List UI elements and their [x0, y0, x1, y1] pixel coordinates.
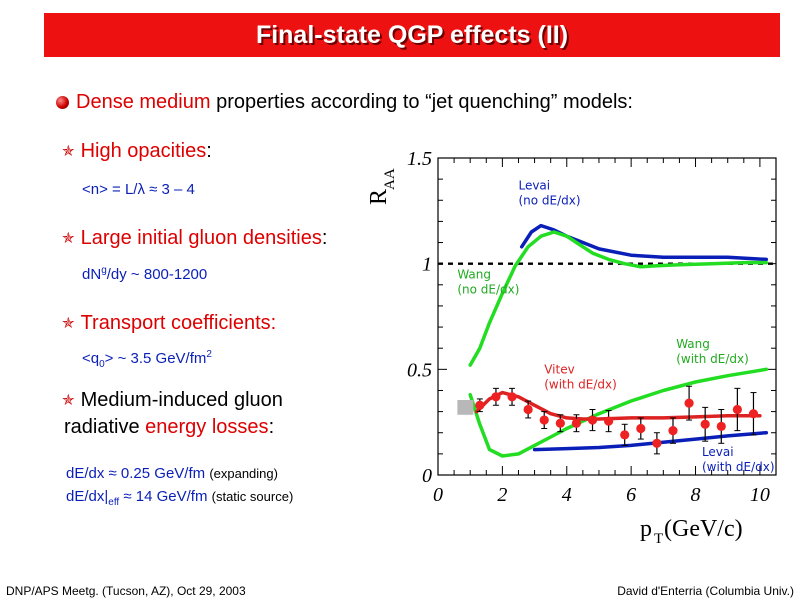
- data-point: [507, 392, 517, 402]
- detail-opacity: <n> = L/λ ≈ 3 – 4: [82, 181, 195, 198]
- data-point: [748, 409, 759, 419]
- x-tick-label: 4: [562, 484, 572, 506]
- item-high-opacities: ✯ High opacities:: [62, 140, 212, 163]
- main-bullet-highlight: Dense medium: [76, 91, 211, 113]
- item-highlight: energy losses: [145, 416, 269, 438]
- data-point: [652, 438, 662, 448]
- item-suffix: :: [206, 140, 212, 162]
- series-line-4: [532, 430, 769, 452]
- x-tick-label: 6: [626, 484, 636, 506]
- eloss-value: ≈ 14 GeV/fm: [119, 488, 208, 505]
- detail-text: <q: [82, 350, 100, 367]
- slide-title: Final-state QGP effects (II): [255, 20, 569, 49]
- data-point: [491, 392, 501, 402]
- bullet-ball-icon: [56, 96, 69, 109]
- data-point: [555, 418, 565, 428]
- y-axis-label-sub: AA: [382, 168, 398, 190]
- data-point: [475, 400, 485, 410]
- data-point: [620, 430, 630, 440]
- data-point: [523, 404, 533, 415]
- star-icon: ✯: [62, 315, 75, 332]
- item-label: Large initial gluon densities: [80, 227, 322, 249]
- y-tick-label: 0.5: [407, 359, 432, 381]
- detail-text-post: /dy ~ 800-1200: [106, 266, 208, 283]
- detail-text-mid: > ~ 3.5 GeV/fm: [104, 350, 207, 367]
- title-bar: Final-state QGP effects (II): [44, 13, 780, 57]
- main-bullet-rest: properties according to “jet quenching” …: [210, 91, 633, 113]
- data-point: [716, 421, 726, 431]
- footer-left: DNP/APS Meetg. (Tucson, AZ), Oct 29, 200…: [6, 584, 246, 598]
- x-axis-label-sub: T: [654, 531, 663, 547]
- data-point: [732, 404, 742, 415]
- data-point: [539, 415, 549, 425]
- item-energy-loss-line1: ✯ Medium-induced gluon: [62, 389, 283, 412]
- detail-transport: <q0> ~ 3.5 GeV/fm2: [82, 349, 212, 370]
- item-suffix: :: [321, 227, 328, 249]
- series-line-0: [519, 223, 769, 262]
- annotation-label: Levai: [702, 445, 734, 459]
- series-line-3: [474, 390, 762, 421]
- detail-sup: 2: [206, 349, 212, 360]
- y-tick-label: 1.5: [407, 148, 432, 170]
- x-tick-label: 0: [433, 484, 443, 506]
- annotation-label: Wang: [457, 267, 491, 281]
- x-tick-label: 2: [497, 484, 507, 506]
- x-tick-label: 10: [750, 484, 770, 506]
- systematic-box: [457, 399, 474, 415]
- annotation-label: Levai: [518, 179, 550, 193]
- star-icon: ✯: [62, 143, 75, 160]
- detail-sub: 0: [99, 359, 105, 370]
- item-transport: ✯ Transport coefficients:: [62, 312, 276, 335]
- detail-text: <n> = L/λ ≈ 3 – 4: [82, 181, 195, 198]
- eloss-note: (expanding): [209, 466, 278, 481]
- main-bullet-text: Dense medium properties according to “je…: [76, 91, 633, 114]
- x-tick-label: 8: [691, 484, 701, 506]
- y-tick-label: 0: [422, 465, 432, 487]
- detail-sup: g: [101, 265, 107, 276]
- plot-frame: [437, 157, 777, 476]
- data-point: [700, 419, 710, 429]
- y-axis-label: R: [366, 189, 392, 205]
- footer-right: David d'Enterria (Columbia Univ.): [617, 584, 794, 598]
- item-label: Transport coefficients:: [80, 312, 277, 334]
- annotation-label: (with dE/dx): [676, 352, 749, 366]
- eloss-value: dE/dx ≈ 0.25 GeV/fm: [66, 465, 206, 482]
- data-point: [636, 423, 646, 434]
- annotation-label: (with dE/dx): [544, 378, 617, 392]
- data-point: [684, 398, 694, 408]
- eloss-prefix: dE/dx|: [66, 488, 109, 505]
- annotation-label: Vitev: [544, 363, 574, 377]
- series-line-1: [468, 230, 769, 367]
- item-text: radiative: [64, 416, 146, 438]
- eloss-static: dE/dx|eff ≈ 14 GeV/fm (static source): [66, 488, 294, 508]
- y-tick-label: 1: [422, 254, 432, 276]
- item-label: High opacities: [80, 140, 207, 162]
- annotation-label: (with dE/dx): [702, 460, 775, 474]
- star-icon: ✯: [62, 230, 75, 247]
- annotation-label: Wang: [676, 337, 710, 351]
- eloss-expanding: dE/dx ≈ 0.25 GeV/fm (expanding): [66, 465, 278, 482]
- eloss-note: (static source): [211, 489, 294, 504]
- eloss-sub: eff: [108, 497, 120, 508]
- item-gluon-densities: ✯ Large initial gluon densities:: [62, 227, 327, 250]
- annotation-label: (no dE/dx): [457, 282, 519, 296]
- data-point: [587, 415, 598, 425]
- detail-gluon-density: dNg/dy ~ 800-1200: [82, 265, 208, 283]
- data-point: [604, 416, 614, 426]
- series-line-2: [468, 367, 769, 458]
- star-icon: ✯: [62, 392, 75, 409]
- detail-text: dN: [82, 266, 102, 283]
- item-energy-loss-line2: radiative energy losses:: [64, 416, 274, 439]
- annotation-label: (no dE/dx): [518, 194, 580, 208]
- data-point: [571, 418, 582, 428]
- x-axis-unit: (GeV/c): [664, 516, 743, 542]
- x-axis-label: p: [640, 516, 652, 542]
- data-point: [668, 426, 678, 436]
- item-suffix: :: [268, 416, 275, 438]
- item-label: Medium-induced gluon: [80, 389, 283, 411]
